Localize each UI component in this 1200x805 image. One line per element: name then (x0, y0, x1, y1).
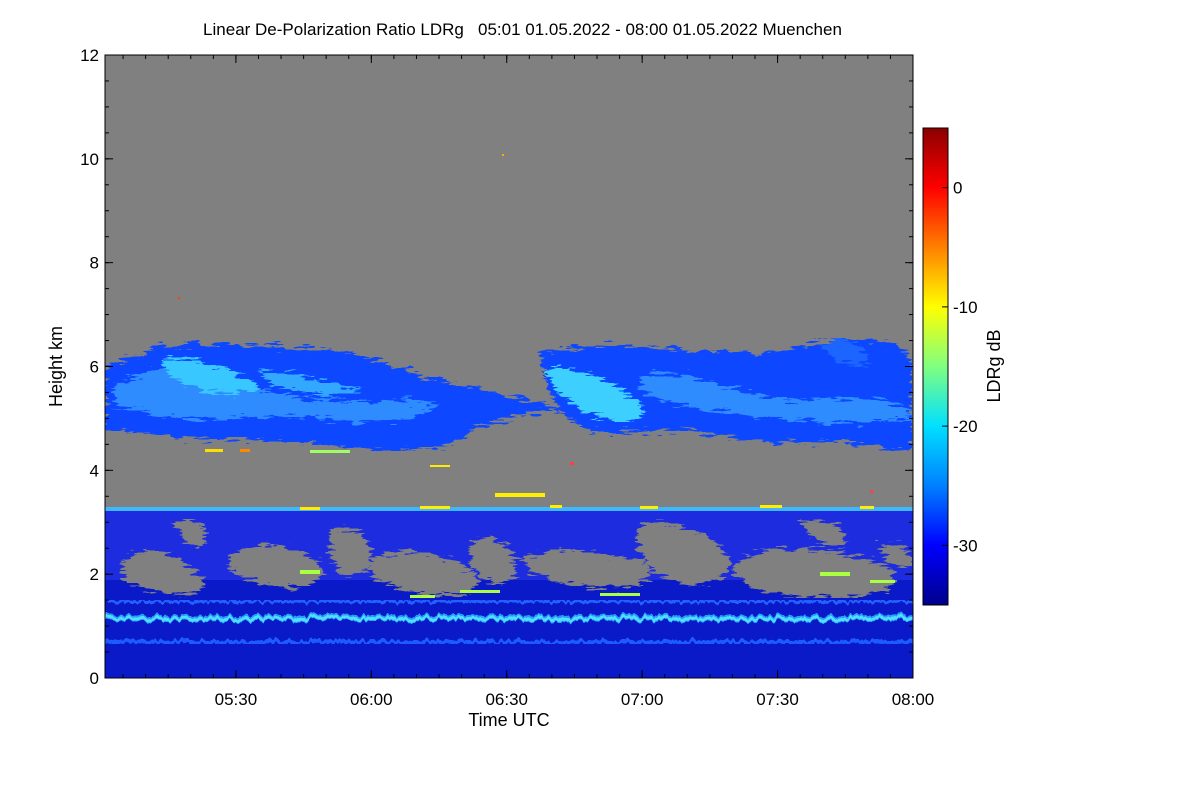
y-tick-label: 6 (90, 358, 99, 377)
x-tick-label: 06:00 (350, 690, 393, 709)
x-tick-label: 07:00 (621, 690, 664, 709)
colorbar-gradient (922, 127, 949, 606)
x-tick-label: 08:00 (892, 690, 935, 709)
colorbar-tick-label: -10 (953, 298, 978, 317)
x-axis-label: Time UTC (468, 710, 549, 730)
y-tick-label: 4 (90, 461, 99, 480)
bright-layer (105, 600, 913, 644)
colorbar-tick-label: -30 (953, 536, 978, 555)
y-axis-label: Height km (46, 326, 66, 407)
y-tick-label: 8 (90, 254, 99, 273)
sparse-pixels (178, 154, 873, 493)
y-tick-label: 10 (80, 150, 99, 169)
colorbar: 0 -10 -20 -30 LDRg dB (922, 127, 1004, 606)
y-tick-label: 2 (90, 565, 99, 584)
y-tick-label: 0 (90, 669, 99, 688)
colorbar-tick-label: -20 (953, 417, 978, 436)
upper-clouds (105, 338, 912, 451)
axes: 0 2 4 6 8 10 12 05:30 06:00 06:30 07:00 07:30 08:00 T… (46, 46, 934, 730)
boundary-layer (105, 493, 913, 678)
x-tick-label: 07:30 (756, 690, 799, 709)
x-tick-label: 05:30 (215, 690, 258, 709)
colorbar-label: LDRg dB (984, 329, 1004, 402)
colorbar-tick-label: 0 (953, 179, 962, 198)
layer-top-line (105, 507, 913, 511)
plot-area (105, 55, 913, 678)
x-tick-label: 06:30 (485, 690, 528, 709)
y-tick-label: 12 (80, 46, 99, 65)
chart-title: Linear De-Polarization Ratio LDRg 05:01 … (203, 20, 842, 39)
